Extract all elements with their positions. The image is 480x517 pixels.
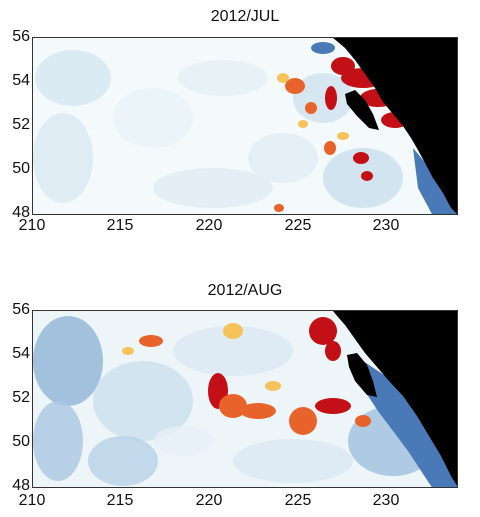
x-tick-230: 230 bbox=[372, 492, 400, 509]
x-tick-215: 215 bbox=[106, 492, 134, 509]
x-tick-210: 210 bbox=[18, 492, 46, 509]
x-tick-225: 225 bbox=[284, 217, 312, 234]
y-tick-52: 52 bbox=[12, 116, 30, 133]
y-tick-54: 54 bbox=[12, 345, 30, 362]
panel-august: 2012/AUG bbox=[0, 270, 480, 517]
y-tick-48: 48 bbox=[12, 204, 30, 221]
y-tick-50: 50 bbox=[12, 160, 30, 177]
x-tick-210: 210 bbox=[18, 217, 46, 234]
low-anomaly-patches bbox=[33, 50, 403, 208]
y-tick-56: 56 bbox=[12, 28, 30, 45]
panel-july: 2012/JUL bbox=[12, 8, 458, 234]
x-tick-230: 230 bbox=[372, 217, 400, 234]
panel-title: 2012/JUL bbox=[210, 8, 280, 25]
island-land bbox=[347, 353, 377, 397]
y-tick-54: 54 bbox=[12, 72, 30, 89]
map-july bbox=[32, 37, 458, 215]
panel-title: 2012/AUG bbox=[207, 282, 283, 299]
y-tick-48: 48 bbox=[12, 477, 30, 494]
y-tick-56: 56 bbox=[12, 301, 30, 318]
map-august-svg bbox=[33, 311, 457, 487]
x-tick-215: 215 bbox=[106, 217, 134, 234]
map-july-svg bbox=[33, 38, 457, 214]
x-tick-225: 225 bbox=[284, 492, 312, 509]
coastal-cold-patches bbox=[358, 361, 457, 487]
island-land bbox=[345, 90, 379, 130]
x-tick-220: 220 bbox=[195, 492, 223, 509]
map-august bbox=[32, 310, 458, 488]
coastline-land bbox=[333, 38, 457, 214]
coastline-land bbox=[333, 311, 457, 486]
y-tick-52: 52 bbox=[12, 389, 30, 406]
y-tick-50: 50 bbox=[12, 433, 30, 450]
x-tick-220: 220 bbox=[195, 217, 223, 234]
